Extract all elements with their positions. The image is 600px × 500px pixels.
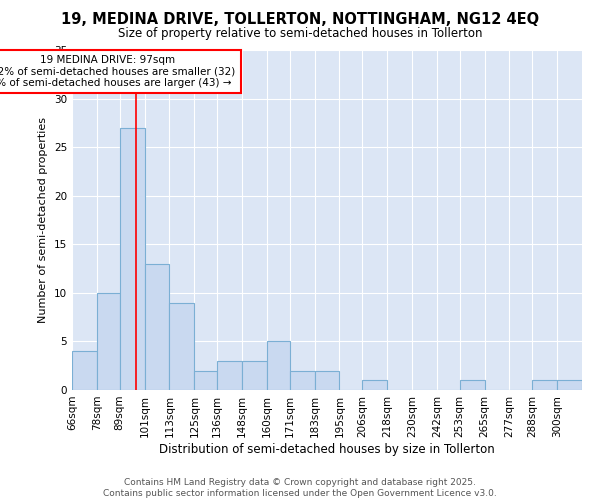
Bar — [267, 342, 290, 390]
Bar — [242, 361, 267, 390]
Bar — [194, 370, 217, 390]
X-axis label: Distribution of semi-detached houses by size in Tollerton: Distribution of semi-detached houses by … — [159, 442, 495, 456]
Bar — [362, 380, 387, 390]
Bar — [72, 351, 97, 390]
Bar — [532, 380, 557, 390]
Bar — [145, 264, 169, 390]
Bar — [169, 302, 194, 390]
Bar — [217, 361, 242, 390]
Y-axis label: Number of semi-detached properties: Number of semi-detached properties — [38, 117, 49, 323]
Text: 19, MEDINA DRIVE, TOLLERTON, NOTTINGHAM, NG12 4EQ: 19, MEDINA DRIVE, TOLLERTON, NOTTINGHAM,… — [61, 12, 539, 28]
Bar — [557, 380, 582, 390]
Bar — [314, 370, 340, 390]
Bar — [460, 380, 485, 390]
Text: Contains HM Land Registry data © Crown copyright and database right 2025.
Contai: Contains HM Land Registry data © Crown c… — [103, 478, 497, 498]
Bar — [290, 370, 314, 390]
Bar — [97, 293, 119, 390]
Text: 19 MEDINA DRIVE: 97sqm
← 42% of semi-detached houses are smaller (32)
56% of sem: 19 MEDINA DRIVE: 97sqm ← 42% of semi-det… — [0, 55, 235, 88]
Bar — [119, 128, 145, 390]
Text: Size of property relative to semi-detached houses in Tollerton: Size of property relative to semi-detach… — [118, 28, 482, 40]
